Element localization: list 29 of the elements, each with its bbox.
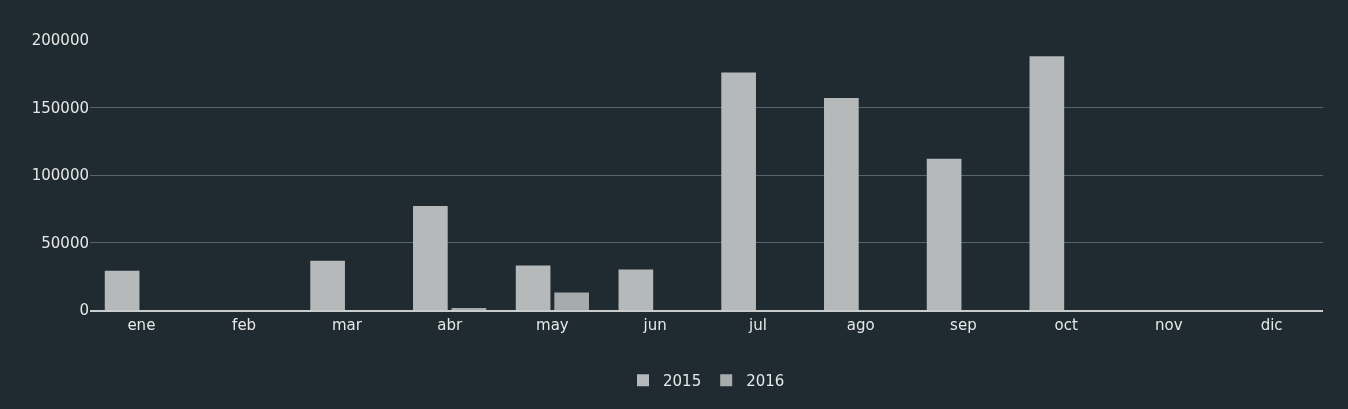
y-tick-label: 150000 [31,98,89,117]
y-tick-label: 200000 [31,31,89,50]
bar [310,260,345,310]
x-tick-label: ago [846,316,875,334]
bar [515,265,551,310]
bar [824,98,859,310]
x-tick-label: sep [950,316,977,334]
bar [413,206,448,310]
bar [721,72,756,310]
x-tick-label: feb [232,316,257,334]
y-tick-label: 100000 [31,166,89,185]
y-tick-label: 50000 [41,233,89,252]
y-tick-label: 0 [79,301,89,320]
x-tick-label: ene [127,316,156,334]
x-tick-label: mar [331,316,363,334]
bar [926,158,962,310]
x-tick-label: oct [1054,316,1078,334]
x-tick-label: abr [437,316,463,334]
x-tick-label: dic [1260,316,1283,334]
legend-label: 2015 [663,372,702,391]
bar [554,292,589,310]
x-tick-label: jun [642,316,667,334]
bar [1029,56,1065,310]
x-tick-label: may [536,316,569,334]
x-tick-label: nov [1155,316,1183,334]
bar [104,270,140,310]
bar [618,269,654,310]
legend-label: 2016 [746,372,785,391]
x-tick-label: jul [747,316,767,334]
